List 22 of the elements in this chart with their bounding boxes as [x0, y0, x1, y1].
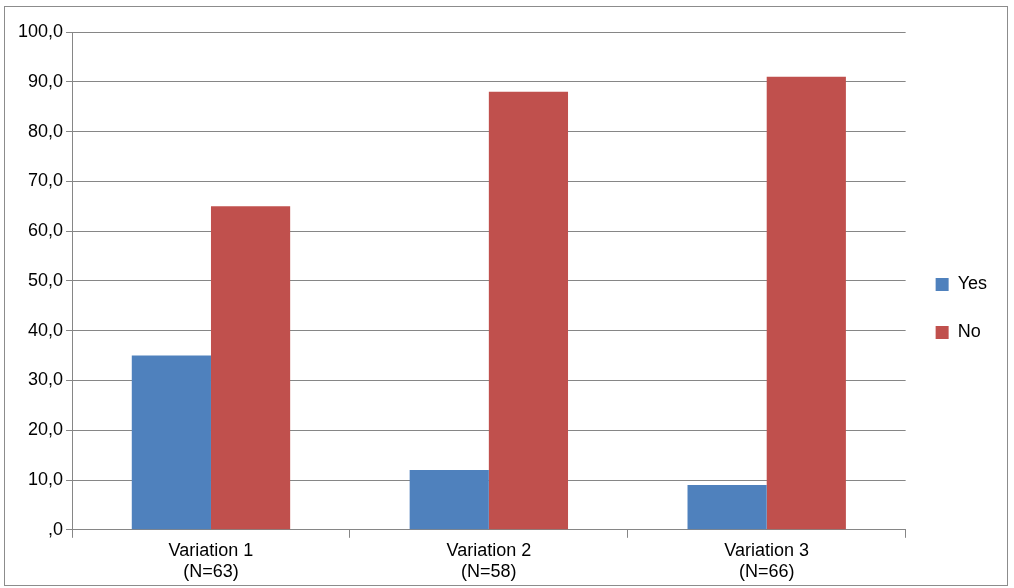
x-tick-label: Variation 3 (N=66): [724, 539, 810, 582]
legend-label: No: [957, 321, 981, 342]
y-tick-label: 30,0: [28, 369, 64, 390]
y-tick-label: ,0: [48, 518, 64, 539]
y-tick-label: 70,0: [28, 170, 64, 191]
bar: [409, 470, 489, 530]
x-tick-label: Variation 1 (N=63): [168, 539, 254, 582]
y-tick-label: 20,0: [28, 419, 64, 440]
y-tick-label: 90,0: [28, 70, 64, 91]
y-tick-label: 50,0: [28, 269, 64, 290]
y-tick-label: 10,0: [28, 468, 64, 489]
bar: [687, 485, 767, 530]
bar: [131, 355, 211, 530]
legend-label: Yes: [957, 273, 988, 294]
y-tick-label: 80,0: [28, 120, 64, 141]
bar: [488, 91, 569, 530]
bar: [766, 76, 846, 530]
bar: [210, 206, 291, 530]
y-tick-label: 60,0: [28, 220, 64, 241]
y-tick-label: 40,0: [28, 319, 64, 340]
x-tick-label: Variation 2 (N=58): [446, 539, 532, 582]
y-tick-label: 100,0: [18, 20, 64, 41]
